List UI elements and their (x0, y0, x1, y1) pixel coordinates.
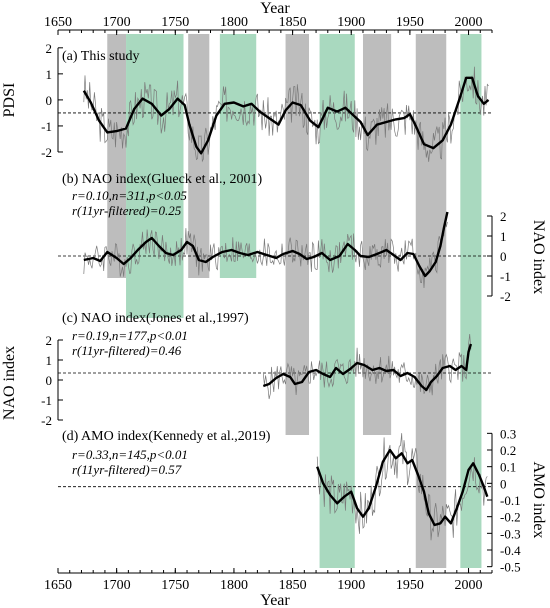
shaded-period (415, 34, 447, 568)
panel-statistic: r(11yr-filtered)=0.46 (72, 343, 182, 358)
top-x-tick-label: 1900 (337, 15, 365, 30)
panel-a: 2 1 0 -1 -2 PDSI (a) This study (1, 41, 492, 163)
y-tick-label: -0.5 (500, 560, 521, 575)
panel-b: 2 1 0 -1 -2 NAO index (b) NAO index(Glueck et … (58, 172, 547, 304)
shaded-periods (107, 34, 482, 568)
top-x-tick-label: 1850 (279, 15, 307, 30)
top-x-tick-label: 1700 (103, 15, 131, 30)
x-axis-label-bottom: Year (260, 592, 290, 608)
y-tick-label: 0 (46, 93, 53, 108)
bottom-x-tick-label: 1800 (220, 578, 248, 593)
y-axis-label: NAO index (1, 346, 18, 420)
y-tick-label: 1 (500, 229, 507, 244)
y-axis-label: PDSI (1, 83, 18, 118)
y-tick-label: 1 (46, 67, 53, 82)
panel-title: (b) NAO index(Glueck et al., 2001) (62, 172, 263, 187)
series-filtered-line (82, 76, 490, 155)
y-tick-label: 0 (46, 373, 53, 388)
panel-d: 0.3 0.2 0.10 -0.1 -0.2-0.3 -0.4 -0.5 AMO index (… (58, 426, 547, 575)
y-tick-label: -2 (41, 145, 52, 160)
shaded-period (362, 34, 392, 435)
bottom-x-tick-label: 1650 (44, 578, 72, 593)
series-filtered-line (83, 211, 449, 278)
bottom-x-tick-label: 1700 (103, 578, 131, 593)
y-tick-label: 1 (46, 353, 53, 368)
shaded-period (285, 34, 310, 435)
top-x-tick-label: 1650 (44, 15, 72, 30)
y-tick-label: -0.4 (500, 543, 521, 558)
shaded-period (188, 34, 210, 278)
panels: 2 1 0 -1 -2 PDSI (a) This study 2 1 0 -1 -2 NAO inde… (1, 41, 547, 575)
panel-statistic: r(11yr-filtered)=0.25 (72, 203, 182, 218)
shaded-period (460, 34, 482, 568)
y-tick-label: -2 (500, 289, 511, 304)
y-tick-label: 0.1 (500, 460, 516, 475)
y-tick-label: -1 (41, 119, 52, 134)
y-axis-label: NAO index (530, 220, 547, 294)
panel-title: (c) NAO index(Jones et al.,1997) (62, 311, 249, 326)
panel-title: (d) AMO index(Kennedy et al.,2019) (62, 429, 271, 444)
top-x-tick-label: 1950 (396, 15, 424, 30)
bottom-x-ticks: 1650 1700 1750 1800 1850 1900 1950 2000 (44, 568, 493, 593)
y-tick-label: -1 (500, 269, 511, 284)
panel-statistic: r(11yr-filtered)=0.57 (72, 462, 182, 477)
y-tick-label: 2 (46, 41, 53, 56)
y-tick-label: 0 (500, 476, 507, 491)
x-axis-label-top: Year (260, 0, 290, 17)
series-filtered-line (262, 343, 473, 392)
y-tick-label: -0.2 (500, 510, 521, 525)
y-tick-label: -0.3 (500, 526, 521, 541)
bottom-x-tick-label: 1850 (279, 578, 307, 593)
top-x-tick-label: 2000 (455, 15, 483, 30)
panel-c: 2 1 0 -1 -2 NAO index (c) NAO index(Jones et a… (1, 311, 492, 428)
y-tick-label: 2 (500, 209, 507, 224)
panel-title: (a) This study (62, 49, 140, 64)
top-x-tick-label: 1750 (161, 15, 189, 30)
y-tick-label: -1 (41, 393, 52, 408)
shaded-period (126, 34, 184, 318)
top-x-tick-label: 1800 (220, 15, 248, 30)
y-tick-label: -2 (41, 413, 52, 428)
bottom-x-tick-label: 2000 (455, 578, 483, 593)
bottom-x-tick-label: 1900 (337, 578, 365, 593)
y-tick-label: 0.2 (500, 443, 516, 458)
bottom-x-tick-label: 1950 (396, 578, 424, 593)
y-tick-label: 0 (500, 249, 507, 264)
y-tick-label: 2 (46, 333, 53, 348)
series-filtered-line (316, 448, 489, 527)
shaded-period (107, 34, 127, 278)
top-x-ticks: 1650 1700 1750 1800 1850 1900 1950 2000 (44, 15, 493, 35)
y-axis-label: AMO index (530, 462, 547, 539)
shaded-period (219, 34, 257, 278)
bottom-x-tick-label: 1750 (161, 578, 189, 593)
y-tick-label: 0.3 (500, 426, 516, 441)
panel-statistic: r=0.19,n=177,p<0.01 (72, 328, 188, 343)
panel-statistic: r=0.33,n=145,p<0.01 (72, 447, 188, 462)
panel-statistic: r=0.10,n=311,p<0.05 (72, 188, 187, 203)
x-axis-frame: 1650 1700 1750 1800 1850 1900 1950 2000 1650 170… (44, 0, 493, 608)
y-tick-label: -0.1 (500, 493, 521, 508)
